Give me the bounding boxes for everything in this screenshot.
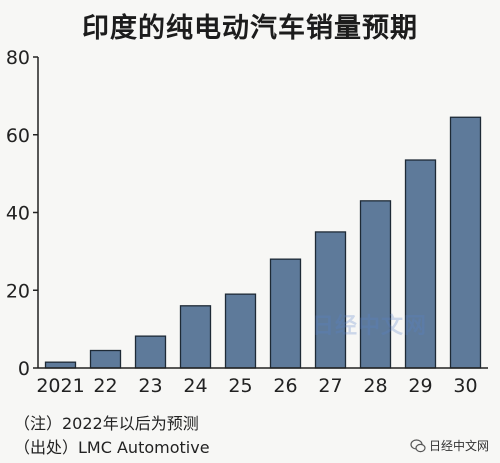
bar-24 — [179, 305, 212, 369]
x-axis: 2021 22 23 24 25 26 27 28 29 30 — [36, 367, 488, 397]
y-tick-label: 80 — [6, 47, 30, 69]
bar-2021 — [44, 361, 77, 369]
bar-30 — [449, 116, 482, 369]
y-axis: 0 20 40 60 80 — [6, 47, 39, 380]
y-tick-label: 0 — [18, 358, 30, 380]
x-tick-label: 2021 — [36, 375, 84, 397]
x-tick-label: 23 — [138, 375, 162, 397]
chart-title: 印度的纯电动汽车销量预期 — [82, 13, 418, 44]
bars — [44, 116, 482, 369]
y-tick-label: 60 — [6, 125, 30, 147]
x-tick-label: 27 — [318, 375, 342, 397]
bar-25 — [224, 293, 257, 369]
y-tick-label: 40 — [6, 203, 30, 225]
wechat-label: 日经中文网 — [429, 439, 490, 453]
wechat-icon — [410, 438, 426, 454]
x-tick-label: 24 — [183, 375, 207, 397]
bar-26 — [269, 258, 302, 369]
bar-29 — [404, 159, 437, 369]
bar-22 — [89, 349, 122, 369]
x-tick-label: 26 — [273, 375, 297, 397]
bar-23 — [134, 335, 167, 369]
bar-28 — [359, 200, 392, 369]
x-tick-label: 25 — [228, 375, 252, 397]
x-tick-label: 30 — [453, 375, 477, 397]
watermark-text: 日经中文网 — [312, 314, 428, 339]
y-tick-label: 20 — [6, 280, 30, 302]
bar-27 — [314, 231, 347, 369]
x-tick-label: 22 — [93, 375, 117, 397]
x-tick-label: 29 — [408, 375, 432, 397]
wechat-badge: 日经中文网 — [410, 437, 489, 454]
footnote-forecast: （注）2022年以后为预测 — [14, 414, 199, 433]
x-tick-label: 28 — [363, 375, 387, 397]
footnote-source: （出处）LMC Automotive — [14, 438, 210, 457]
